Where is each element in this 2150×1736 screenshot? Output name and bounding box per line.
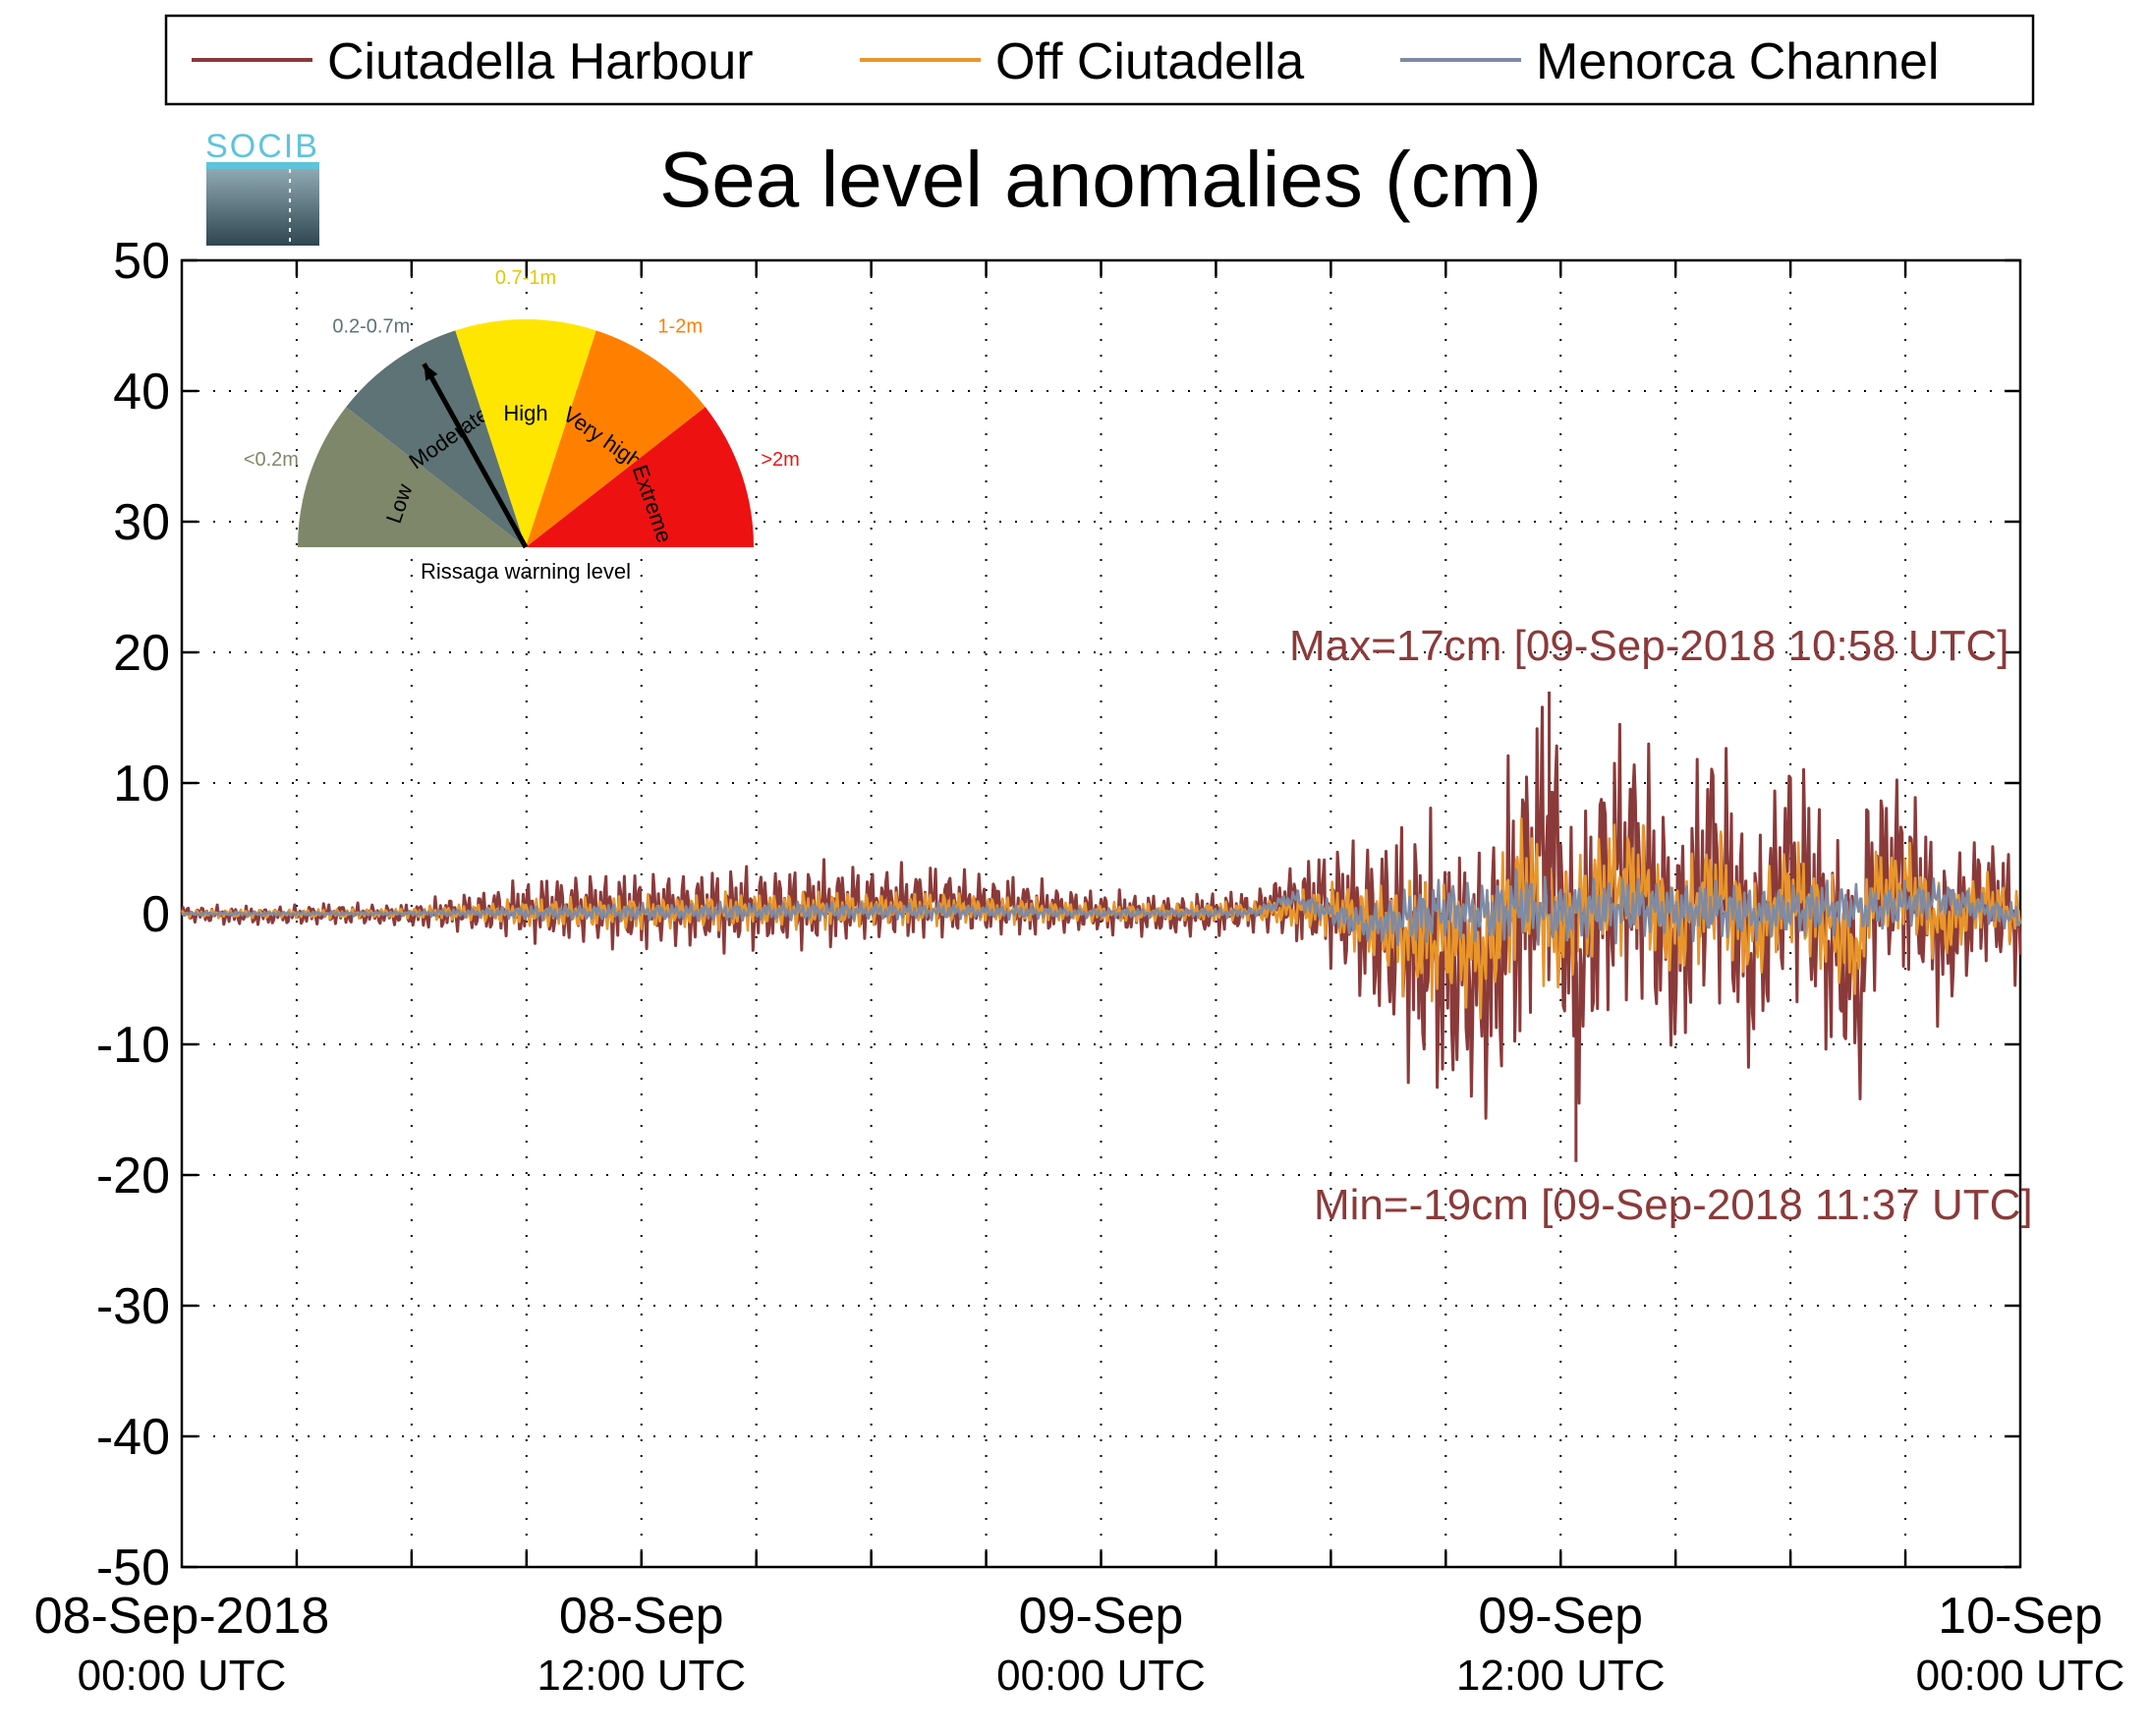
y-tick-label: 40 [113, 364, 170, 420]
x-tick-label-time: 00:00 UTC [996, 1652, 1206, 1700]
legend: Ciutadella Harbour Off Ciutadella Menorc… [164, 14, 2035, 106]
socib-logo: SOCIB [205, 128, 319, 246]
x-tick-label-time: 00:00 UTC [78, 1652, 287, 1700]
x-tick-label-time: 12:00 UTC [1456, 1652, 1666, 1700]
legend-label-ciutadella-harbour: Ciutadella Harbour [327, 33, 754, 90]
x-tick-label-time: 00:00 UTC [1916, 1652, 2125, 1700]
gauge-range-label: <0.2m [244, 449, 299, 471]
gauge-segment-high [455, 319, 596, 547]
gauge-segment-very-high [526, 330, 706, 547]
y-tick-label: -20 [96, 1148, 170, 1204]
gauge-needle-head [424, 364, 438, 381]
y-tick-label: -10 [96, 1017, 170, 1074]
legend-box [164, 14, 2035, 106]
logo-text: SOCIB [205, 128, 319, 165]
gauge-segment-extreme [526, 407, 754, 547]
y-tick-labels: 50 40 30 20 10 0 -10 -20 -30 -40 -50 [96, 233, 170, 1596]
y-tick-label: -30 [96, 1278, 170, 1335]
x-tick-label-date: 09-Sep [1478, 1588, 1643, 1645]
gauge-label: High [503, 401, 547, 425]
chart-title: Sea level anomalies (cm) [659, 136, 1542, 223]
gauge-range-label: 0.7-1m [495, 267, 556, 289]
series-line-menorca-channel [180, 868, 2022, 947]
gauge-range-label: 0.2-0.7m [332, 316, 410, 338]
max-annotation: Max=17cm [09-Sep-2018 10:58 UTC] [1289, 622, 2009, 670]
gauge-segment-moderate [346, 330, 526, 547]
y-tick-label: -50 [96, 1540, 170, 1596]
series-lines [180, 691, 2022, 1162]
logo-block [206, 169, 319, 246]
y-tick-label: 10 [113, 756, 170, 812]
gauge-segment-low [298, 407, 526, 547]
x-tick-label-date: 08-Sep-2018 [34, 1588, 330, 1645]
y-tick-label: -40 [96, 1409, 170, 1466]
x-tick-label-date: 09-Sep [1019, 1588, 1184, 1645]
y-tick-label: 20 [113, 625, 170, 682]
gauge-range-label: 1-2m [657, 316, 703, 338]
y-tick-label: 50 [113, 233, 170, 290]
y-tick-label: 0 [141, 886, 170, 943]
y-tick-label: 30 [113, 494, 170, 551]
x-tick-label-time: 12:00 UTC [537, 1652, 746, 1700]
x-tick-label-date: 10-Sep [1938, 1588, 2103, 1645]
min-annotation: Min=-19cm [09-Sep-2018 11:37 UTC] [1314, 1181, 2033, 1229]
x-tick-label-date: 08-Sep [559, 1588, 724, 1645]
x-tick-labels: 08-Sep-2018 00:00 UTC 08-Sep 12:00 UTC 09-Se… [34, 1588, 2125, 1700]
gauge-range-label: >2m [761, 449, 799, 471]
legend-label-menorca-channel: Menorca Channel [1536, 33, 1939, 90]
gauge-needle [422, 363, 529, 549]
gauge-caption: Rissaga warning level [421, 559, 631, 584]
legend-label-off-ciutadella: Off Ciutadella [995, 33, 1304, 90]
